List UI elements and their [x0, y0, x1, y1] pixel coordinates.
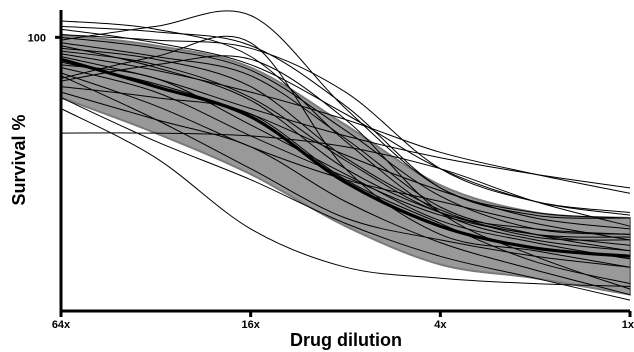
series-line-21	[60, 91, 631, 296]
series-line-14	[60, 64, 631, 260]
series-line-23	[60, 108, 631, 287]
x-tick-label: 64x	[52, 319, 71, 331]
mean-line	[60, 57, 631, 258]
x-tick-label: 4x	[434, 319, 447, 331]
series-line-1	[60, 20, 631, 252]
individual-curves	[60, 10, 631, 301]
series-line-6	[60, 10, 631, 219]
series-line-22	[60, 97, 631, 301]
x-axis-title: Drug dilution	[290, 330, 402, 350]
series-line-9	[60, 47, 631, 241]
x-tick-label: 1x	[622, 319, 634, 331]
y-axis-title: Survival %	[9, 114, 29, 205]
x-tick-label: 16x	[241, 319, 260, 331]
band-area	[60, 33, 631, 296]
series-line-13	[60, 61, 631, 230]
series-line-2	[60, 25, 631, 219]
y-tick-label: 100	[28, 32, 46, 44]
series-line-20	[60, 86, 631, 285]
axes	[55, 10, 632, 317]
series-line-15	[60, 67, 631, 246]
confidence-band	[60, 33, 631, 296]
series-line-24	[60, 132, 631, 227]
series-line-19	[60, 55, 631, 290]
series-line-18	[60, 35, 631, 268]
mean-curve	[60, 57, 631, 258]
tick-labels: 64x 16x 4x 1x 100	[28, 32, 634, 331]
